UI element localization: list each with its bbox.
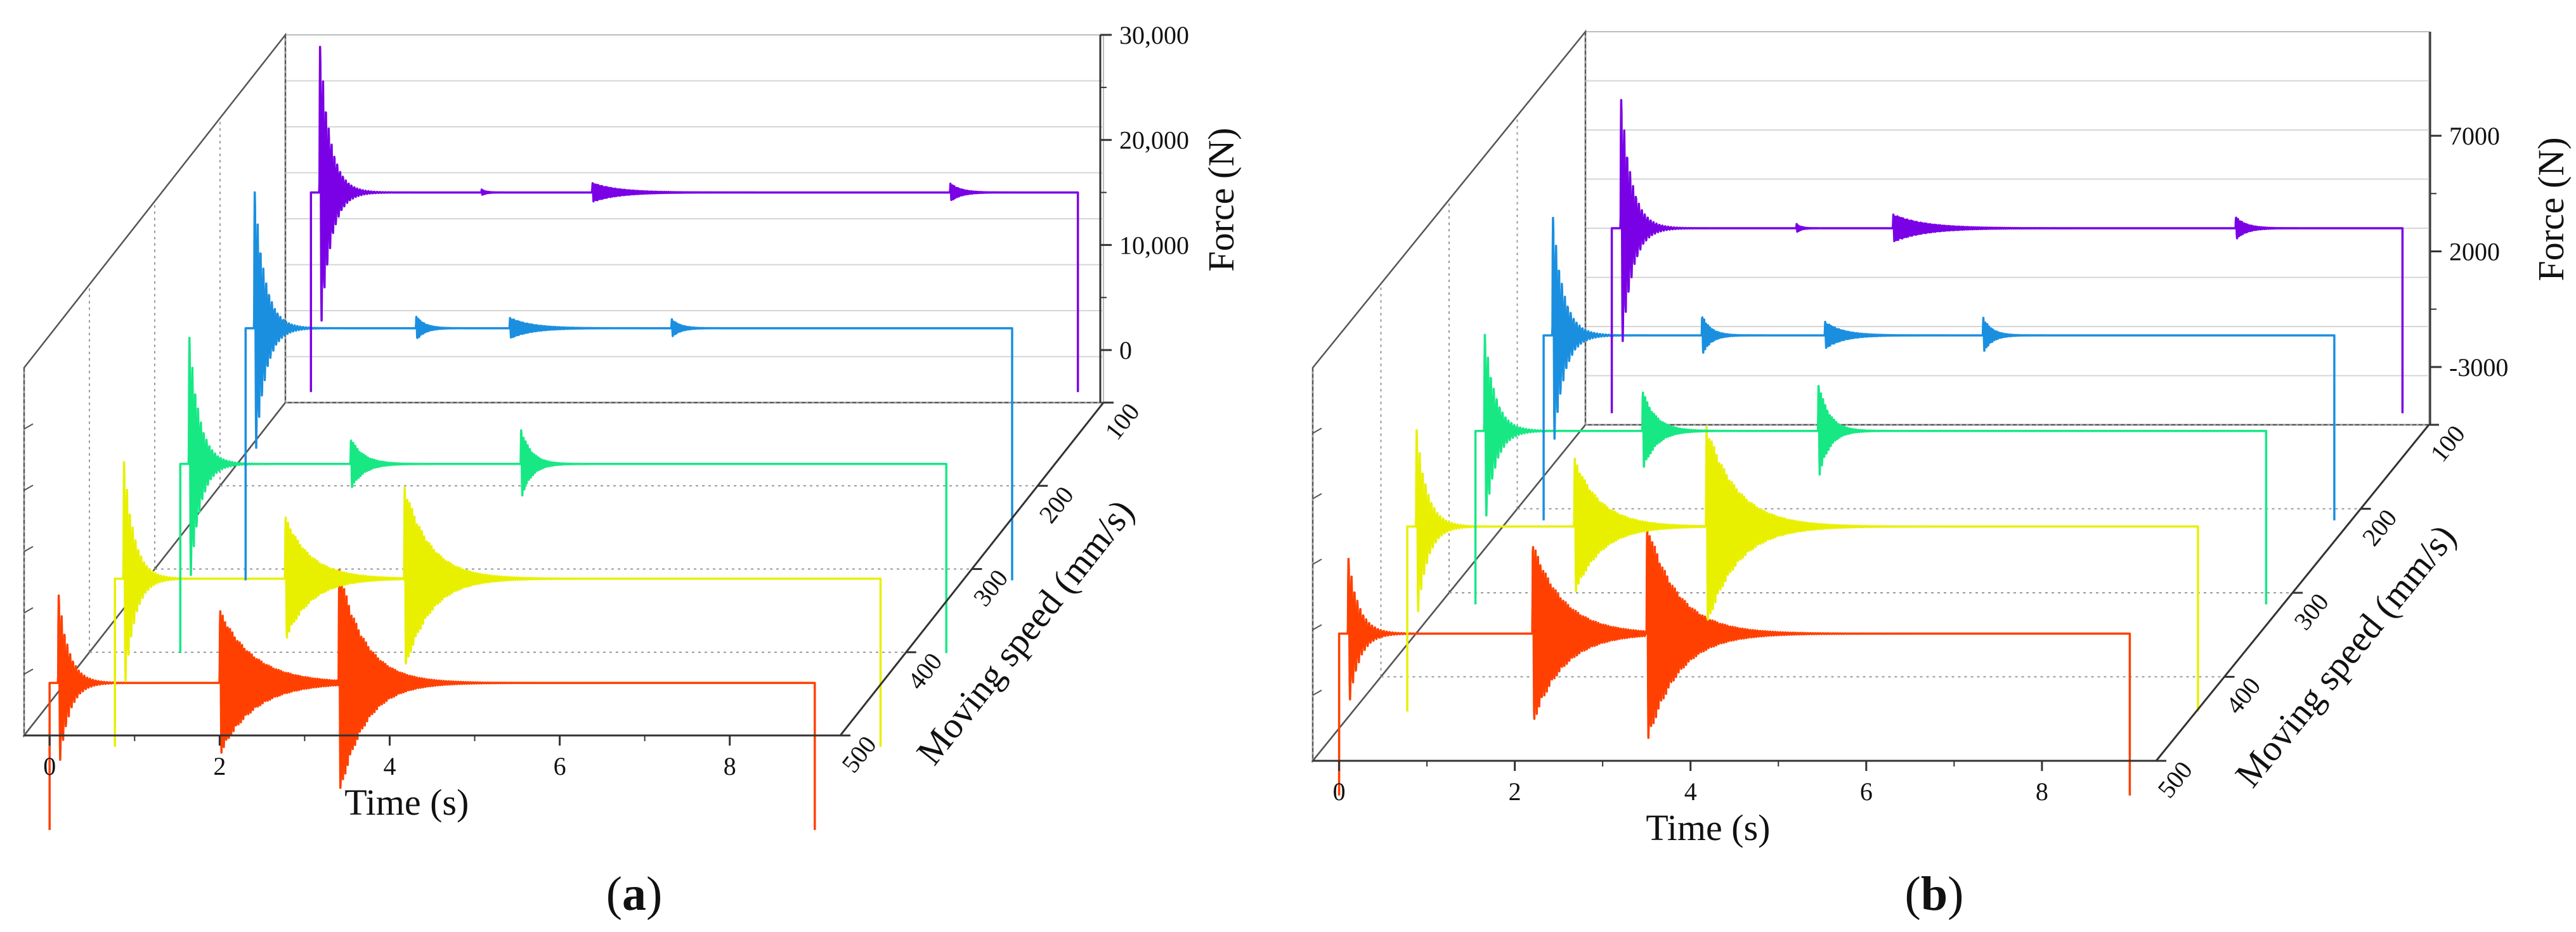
left-wall-tick bbox=[1312, 493, 1322, 500]
x-tick-label: 4 bbox=[383, 752, 396, 780]
series-400 bbox=[1406, 425, 2199, 712]
x-tick-label: 6 bbox=[1860, 777, 1873, 806]
series-100 bbox=[309, 46, 1079, 392]
series-200 bbox=[1542, 216, 2336, 521]
x-tick-label: 2 bbox=[213, 752, 226, 780]
x-axis: 0 2 4 6 8 Time (s) bbox=[1313, 760, 2156, 848]
y-tick-label: 200 bbox=[1033, 481, 1079, 528]
z-axis: -3000 2000 7000 Force (N) bbox=[2429, 32, 2572, 425]
series-300 bbox=[1474, 333, 2268, 605]
y-axis-label: Moving speed (mm/s) bbox=[908, 492, 1142, 772]
x-tick-label: 8 bbox=[2036, 777, 2048, 806]
left-wall-tick bbox=[23, 423, 34, 430]
z-tick-label: 20,000 bbox=[1119, 126, 1189, 155]
z-tick-label: 7000 bbox=[2449, 122, 2500, 150]
y-tick-label: 300 bbox=[2288, 588, 2334, 635]
series-500 bbox=[1337, 522, 2131, 796]
left-wall-tick bbox=[1312, 689, 1322, 696]
panel-b-label: (b) bbox=[1905, 867, 1964, 921]
left-wall-tick bbox=[23, 546, 34, 552]
x-tick-label: 8 bbox=[724, 752, 736, 780]
panel-a: 0 2 4 6 8 Time (s) 100 200 300 400 500 Moving speed… bbox=[22, 21, 1242, 831]
series-line-500 bbox=[1337, 522, 2131, 796]
series-line-100 bbox=[1610, 99, 2404, 413]
series-line-300 bbox=[179, 337, 947, 654]
series-line-200 bbox=[1542, 216, 2336, 521]
x-tick-label: 0 bbox=[43, 752, 56, 780]
y-axis-label: Moving speed (mm/s) bbox=[2227, 517, 2464, 795]
z-tick-label: 10,000 bbox=[1119, 231, 1189, 259]
z-tick-label: 2000 bbox=[2449, 237, 2500, 266]
left-wall-tick bbox=[1312, 427, 1322, 434]
y-tick-label: 400 bbox=[2220, 672, 2267, 720]
panel-b: 0 2 4 6 8 Time (s) 100 200 300 400 500 Moving speed… bbox=[1311, 29, 2572, 848]
x-tick-label: 2 bbox=[1509, 777, 1521, 806]
y-tick-label: 100 bbox=[2424, 420, 2471, 467]
x-tick-label: 0 bbox=[1333, 777, 1346, 806]
y-tick-label: 500 bbox=[836, 730, 882, 778]
left-wall-tick bbox=[1312, 624, 1322, 631]
x-axis-label: Time (s) bbox=[1646, 807, 1770, 848]
z-tick-label: 0 bbox=[1119, 336, 1132, 365]
panel-a-label: (a) bbox=[606, 867, 663, 921]
series-line-500 bbox=[48, 569, 816, 831]
series-300 bbox=[179, 337, 947, 654]
y-tick-label: 100 bbox=[1099, 398, 1145, 445]
series-line-300 bbox=[1474, 333, 2268, 605]
y-tick-label: 500 bbox=[2152, 756, 2198, 803]
back-wall bbox=[285, 34, 1104, 403]
z-tick-label: 30,000 bbox=[1119, 21, 1189, 49]
series-200 bbox=[244, 191, 1013, 581]
series-line-400 bbox=[1406, 425, 2199, 712]
z-axis-label: Force (N) bbox=[1200, 127, 1242, 271]
y-tick-label: 200 bbox=[2357, 504, 2403, 552]
y-tick-label: 400 bbox=[902, 647, 948, 695]
left-wall-tick bbox=[1312, 559, 1322, 565]
x-tick-label: 4 bbox=[1684, 777, 1697, 806]
y-axis: 100 200 300 400 500 Moving speed (mm/s) bbox=[2152, 420, 2471, 803]
series-line-100 bbox=[309, 46, 1079, 392]
z-axis: 0 10,000 20,000 30,000 Force (N) bbox=[1099, 21, 1242, 403]
series-line-400 bbox=[114, 461, 882, 747]
series-100 bbox=[1610, 99, 2404, 413]
y-axis: 100 200 300 400 500 Moving speed (mm/s) bbox=[836, 398, 1145, 778]
left-wall-tick bbox=[23, 484, 34, 491]
series-400 bbox=[114, 461, 882, 747]
z-tick-label: -3000 bbox=[2449, 353, 2508, 382]
left-wall-tick bbox=[23, 668, 34, 675]
z-axis-label: Force (N) bbox=[2530, 137, 2572, 281]
y-tick-label: 300 bbox=[968, 564, 1014, 612]
x-axis-label: Time (s) bbox=[344, 782, 469, 823]
left-wall-tick bbox=[23, 607, 34, 614]
x-tick-label: 6 bbox=[554, 752, 566, 780]
series-500 bbox=[48, 569, 816, 831]
x-axis: 0 2 4 6 8 Time (s) bbox=[24, 734, 840, 823]
series-line-200 bbox=[244, 191, 1013, 581]
